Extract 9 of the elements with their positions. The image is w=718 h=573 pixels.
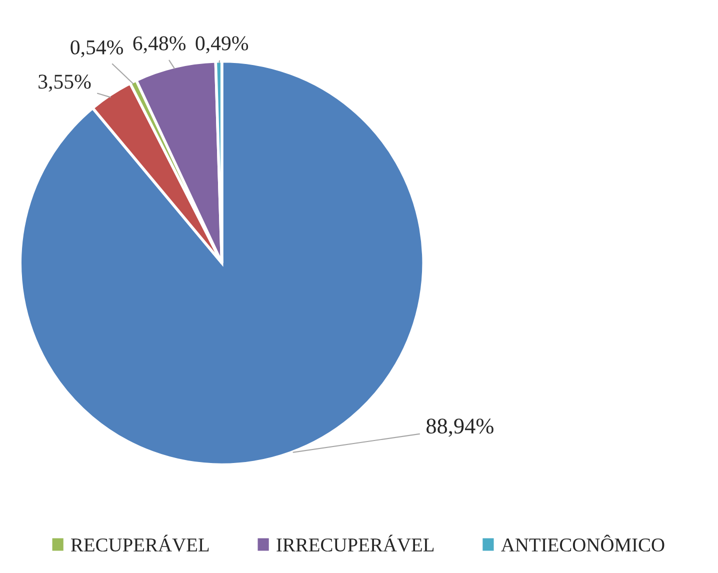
legend-label: RECUPERÁVEL [71, 534, 209, 552]
data-label: 88,94% [426, 418, 494, 437]
legend-label: IRRECUPERÁVEL [276, 534, 434, 552]
pie-slice [18, 60, 425, 466]
data-label: 0,54% [70, 40, 123, 58]
data-label: 3,55% [38, 74, 91, 92]
data-label: 6,48% [133, 36, 186, 54]
legend-label: ANTIECONÔMICO [501, 534, 664, 552]
data-label: 0,49% [196, 36, 248, 54]
